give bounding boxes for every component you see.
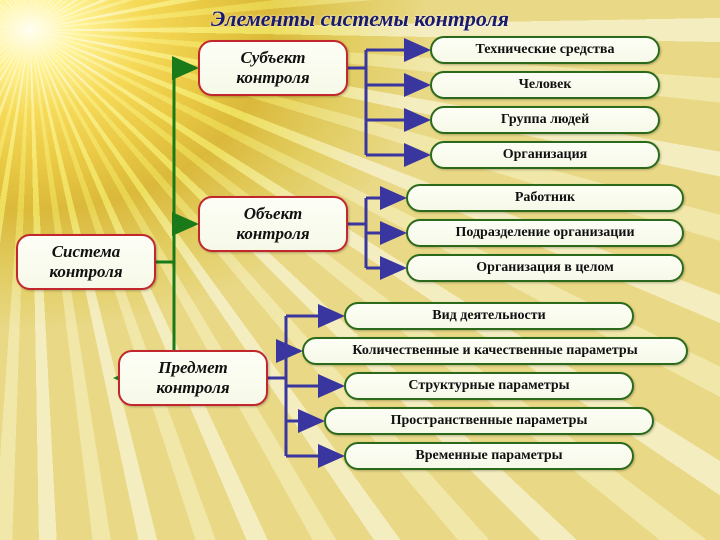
leaf-structural: Структурные параметры (344, 372, 634, 400)
leaf-tech-means: Технические средства (430, 36, 660, 64)
leaf-group: Группа людей (430, 106, 660, 134)
leaf-org-whole: Организация в целом (406, 254, 684, 282)
branch-object: Объект контроля (198, 196, 348, 252)
leaf-spatial: Пространственные параметры (324, 407, 654, 435)
leaf-organization: Организация (430, 141, 660, 169)
diagram-title: Элементы системы контроля (0, 6, 720, 32)
leaf-person: Человек (430, 71, 660, 99)
leaf-subdivision: Подразделение организации (406, 219, 684, 247)
leaf-worker: Работник (406, 184, 684, 212)
root-node: Система контроля (16, 234, 156, 290)
branch-subject: Субъект контроля (198, 40, 348, 96)
leaf-temporal: Временные параметры (344, 442, 634, 470)
leaf-quant-qual: Количественные и качественные параметры (302, 337, 688, 365)
leaf-activity-type: Вид деятельности (344, 302, 634, 330)
branch-matter: Предмет контроля (118, 350, 268, 406)
